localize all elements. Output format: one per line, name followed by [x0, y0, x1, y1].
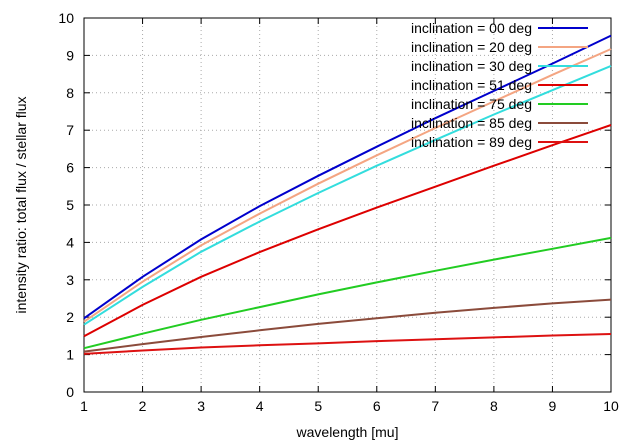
series-line-5 [83, 298, 612, 353]
x-tick-label: 8 [490, 398, 498, 414]
legend-label-5: inclination = 85 deg [411, 115, 532, 131]
legend-label-1: inclination = 20 deg [411, 39, 532, 55]
series-line-1 [83, 48, 612, 323]
y-tick-label: 9 [66, 47, 74, 63]
y-tick-label: 1 [66, 347, 74, 363]
x-tick-label: 5 [314, 398, 322, 414]
legend-label-6: inclination = 89 deg [411, 134, 532, 150]
x-tick-label: 4 [256, 398, 264, 414]
x-tick-label: 7 [431, 398, 439, 414]
x-tick-label: 9 [549, 398, 557, 414]
y-tick-label: 2 [66, 309, 74, 325]
series-lines [83, 34, 612, 355]
legend-label-2: inclination = 30 deg [411, 58, 532, 74]
series-line-6 [83, 333, 612, 355]
y-tick-label: 4 [66, 234, 74, 250]
y-tick-label: 5 [66, 197, 74, 213]
y-tick-label: 10 [58, 10, 74, 26]
series-line-4 [83, 236, 612, 350]
legend-label-3: inclination = 51 deg [411, 77, 532, 93]
series-line-3 [83, 124, 612, 338]
y-tick-label: 6 [66, 160, 74, 176]
legend-label-4: inclination = 75 deg [411, 96, 532, 112]
x-tick-label: 3 [197, 398, 205, 414]
legend-label-0: inclination = 00 deg [411, 20, 532, 36]
series-line-0 [83, 34, 612, 320]
x-tick-label: 6 [373, 398, 381, 414]
x-tick-label: 10 [603, 398, 619, 414]
y-tick-label: 0 [66, 384, 74, 400]
x-axis-label: wavelength [mu] [296, 424, 399, 440]
x-tick-label: 1 [80, 398, 88, 414]
y-tick-label: 3 [66, 272, 74, 288]
y-axis-label: intensity ratio: total flux / stellar fl… [13, 96, 29, 313]
legend: inclination = 00 deg inclination = 20 deg… [411, 20, 588, 150]
x-tick-label: 2 [139, 398, 147, 414]
y-tick-label: 7 [66, 122, 74, 138]
y-tick-label: 8 [66, 85, 74, 101]
series-line-2 [83, 64, 612, 326]
